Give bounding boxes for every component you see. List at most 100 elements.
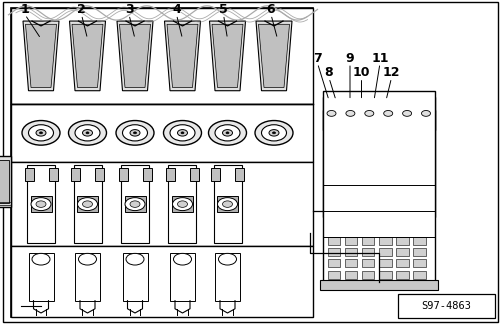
Bar	[190, 168, 199, 181]
Text: S97-4863: S97-4863	[422, 301, 472, 311]
Bar	[322, 110, 435, 217]
Text: 7: 7	[313, 52, 322, 65]
Circle shape	[36, 130, 46, 136]
Bar	[328, 271, 340, 279]
Bar	[75, 253, 100, 301]
Text: 5: 5	[219, 3, 228, 16]
Polygon shape	[167, 24, 198, 87]
Bar	[327, 113, 336, 128]
Circle shape	[134, 132, 136, 134]
Bar	[118, 168, 128, 181]
Circle shape	[262, 125, 286, 141]
Circle shape	[126, 253, 144, 265]
Circle shape	[178, 130, 188, 136]
Circle shape	[82, 130, 92, 136]
Bar	[396, 259, 408, 267]
Text: 3: 3	[124, 3, 134, 16]
Circle shape	[82, 201, 92, 207]
Polygon shape	[212, 24, 243, 87]
Bar	[214, 165, 242, 243]
Circle shape	[181, 132, 184, 134]
Circle shape	[86, 132, 89, 134]
Circle shape	[402, 110, 411, 116]
Bar	[379, 259, 392, 267]
Bar	[142, 168, 152, 181]
Bar	[71, 168, 80, 181]
Circle shape	[422, 110, 430, 116]
Bar	[396, 237, 408, 245]
Bar	[396, 271, 408, 279]
Bar	[402, 113, 411, 128]
Circle shape	[172, 198, 193, 211]
Circle shape	[226, 132, 229, 134]
Circle shape	[164, 121, 202, 145]
Bar	[0, 156, 10, 207]
Circle shape	[269, 130, 279, 136]
Circle shape	[218, 253, 236, 265]
Bar	[74, 165, 102, 243]
Circle shape	[218, 198, 238, 211]
Bar	[27, 165, 55, 243]
Bar	[124, 196, 146, 212]
Polygon shape	[164, 21, 200, 91]
Bar	[215, 253, 240, 301]
Bar	[166, 168, 175, 181]
Circle shape	[22, 121, 60, 145]
Bar	[0, 160, 8, 202]
Circle shape	[208, 121, 246, 145]
Bar	[362, 271, 374, 279]
Circle shape	[28, 125, 54, 141]
Text: 11: 11	[371, 52, 389, 65]
Bar	[211, 168, 220, 181]
Circle shape	[255, 121, 293, 145]
Circle shape	[174, 253, 192, 265]
Bar	[217, 196, 238, 212]
Circle shape	[130, 130, 140, 136]
Polygon shape	[23, 21, 59, 91]
Bar	[11, 162, 312, 246]
Bar	[413, 259, 426, 267]
Bar	[11, 104, 312, 162]
Circle shape	[178, 201, 188, 207]
Bar	[30, 196, 52, 212]
Text: 6: 6	[266, 3, 276, 16]
Polygon shape	[120, 24, 150, 87]
Polygon shape	[258, 24, 290, 87]
Bar	[48, 168, 58, 181]
Bar	[346, 113, 355, 128]
Bar	[344, 271, 358, 279]
Bar	[413, 271, 426, 279]
Bar	[28, 253, 54, 301]
Polygon shape	[72, 24, 103, 87]
Bar	[379, 237, 392, 245]
Text: 1: 1	[20, 3, 30, 16]
Text: 2: 2	[77, 3, 86, 16]
Polygon shape	[210, 21, 246, 91]
Bar	[322, 97, 435, 130]
Bar	[422, 113, 430, 128]
Polygon shape	[117, 21, 153, 91]
Bar	[172, 196, 193, 212]
Bar	[328, 237, 340, 245]
Polygon shape	[26, 24, 56, 87]
Bar	[170, 253, 195, 301]
Bar	[384, 113, 392, 128]
Bar	[11, 246, 312, 317]
Bar	[413, 248, 426, 256]
Polygon shape	[256, 21, 292, 91]
Bar	[379, 271, 392, 279]
Circle shape	[384, 110, 392, 116]
Bar	[344, 237, 358, 245]
Bar	[379, 248, 392, 256]
Text: 9: 9	[346, 52, 354, 65]
Circle shape	[40, 132, 42, 134]
Circle shape	[122, 125, 148, 141]
Circle shape	[222, 201, 232, 207]
Circle shape	[327, 110, 336, 116]
Bar	[235, 168, 244, 181]
Circle shape	[78, 198, 98, 211]
Bar	[77, 196, 98, 212]
Bar	[344, 259, 358, 267]
Circle shape	[78, 253, 96, 265]
Circle shape	[125, 198, 145, 211]
